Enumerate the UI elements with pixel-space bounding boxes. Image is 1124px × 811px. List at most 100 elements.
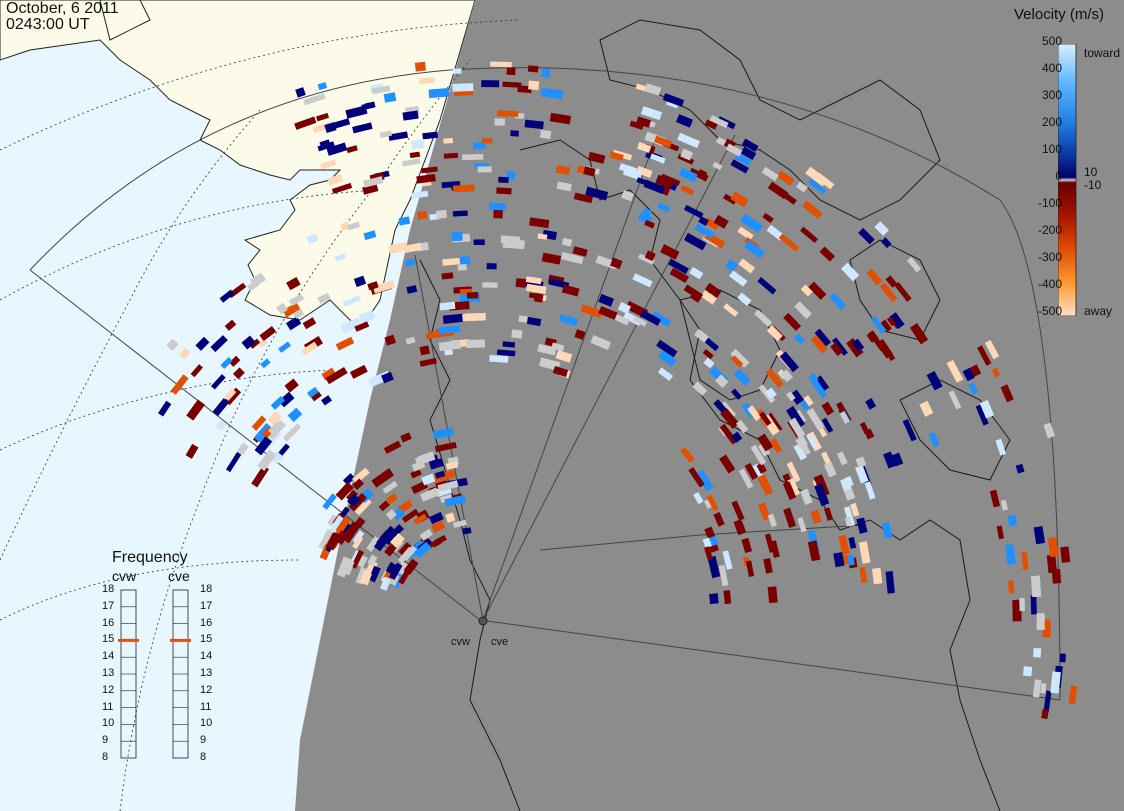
radar-label-cvw: cvw <box>451 636 470 648</box>
scatter-cell <box>388 131 409 141</box>
scatter-cell <box>811 378 828 399</box>
scatter-cell <box>452 210 468 217</box>
scatter-cell <box>452 68 462 74</box>
scatter-cell <box>190 364 203 378</box>
scatter-cell <box>445 512 456 523</box>
scatter-cell <box>651 311 672 327</box>
scatter-cell <box>420 166 438 174</box>
scatter-cell <box>984 339 1000 360</box>
scatter-cell <box>413 513 428 525</box>
scatter-cell <box>170 374 189 395</box>
scatter-cell <box>325 367 348 385</box>
scatter-cell <box>380 576 392 591</box>
scatter-cell <box>442 313 463 324</box>
vel-tick-500: 500 <box>1041 34 1062 48</box>
scatter-cell <box>346 145 358 154</box>
scatter-cell <box>738 468 754 489</box>
scatter-cell <box>389 573 400 586</box>
scatter-cell <box>529 217 550 229</box>
scatter-cell <box>846 554 855 566</box>
scatter-cell <box>431 520 446 533</box>
scatter-cell <box>325 532 341 551</box>
scatter-cell <box>443 152 459 159</box>
scatter-cell <box>785 405 806 429</box>
scatter-cell <box>723 193 737 205</box>
scatter-cell <box>334 530 349 545</box>
scatter-cell <box>808 373 819 384</box>
scatter-cell <box>502 240 512 249</box>
scatter-cell <box>1042 619 1051 638</box>
scatter-cell <box>346 489 358 502</box>
scatter-cell <box>282 423 302 442</box>
scatter-cell <box>367 281 379 291</box>
vel-side-toward: toward <box>1084 46 1121 60</box>
scatter-cell <box>996 525 1004 540</box>
scatter-cell <box>410 469 422 479</box>
scatter-cell <box>1043 422 1055 439</box>
scatter-cell <box>410 190 429 199</box>
scatter-cell <box>437 480 459 492</box>
scatter-cell <box>278 341 292 353</box>
scatter-cell <box>410 139 425 150</box>
scatter-cell <box>704 119 718 130</box>
velocity-legend: Velocity (m/s) 500 400 300 200 100 0 -10… <box>1010 4 1124 324</box>
scatter-cell <box>598 305 618 320</box>
scatter-cell <box>649 153 666 164</box>
vel-tick-m200: -200 <box>1037 223 1062 237</box>
scatter-cell <box>368 377 379 388</box>
scatter-cell <box>224 387 242 406</box>
scatter-cell <box>694 328 710 343</box>
scatter-cell <box>371 85 391 95</box>
scatter-cell <box>428 87 450 99</box>
scatter-cell <box>784 193 797 205</box>
scatter-cell <box>385 524 404 543</box>
scatter-cell <box>388 241 408 254</box>
scatter-cell <box>753 309 773 327</box>
scatter-cell <box>660 244 680 260</box>
scatter-cell <box>870 315 886 334</box>
scatter-cell <box>306 233 319 245</box>
scatter-cell <box>709 593 719 605</box>
scatter-cell <box>881 521 893 539</box>
scatter-cell <box>779 351 799 373</box>
scatter-cell <box>808 281 827 300</box>
frequency-scale-label-left: 9 <box>102 734 109 747</box>
scatter-cell <box>802 200 823 219</box>
scatter-cell <box>477 166 492 173</box>
scatter-cell <box>556 181 572 192</box>
scatter-cell <box>528 80 540 91</box>
scatter-cell <box>186 399 206 421</box>
scatter-cell <box>640 106 663 121</box>
scatter-cell <box>345 105 368 119</box>
scatter-cell <box>800 226 819 243</box>
scatter-cell <box>756 462 767 474</box>
scatter-cell <box>639 309 662 326</box>
scatter-cell <box>838 534 850 555</box>
scatter-cell <box>524 119 544 130</box>
scatter-cell <box>528 292 543 300</box>
scatter-cell <box>883 451 897 469</box>
scatter-cell <box>844 516 852 527</box>
scatter-cell <box>249 272 266 288</box>
vel-tick-400: 400 <box>1041 61 1062 75</box>
scatter-cell <box>719 423 738 445</box>
scatter-cell <box>158 400 172 417</box>
scatter-cell <box>502 341 516 348</box>
scatter-cell <box>490 61 512 68</box>
scatter-cell <box>555 350 573 363</box>
velocity-colorbar <box>1058 44 1077 316</box>
scatter-cell <box>498 176 509 184</box>
scatter-cell <box>782 481 797 500</box>
scatter-cell <box>735 419 749 434</box>
scatter-cell <box>211 374 226 390</box>
scatter-cell <box>354 516 366 529</box>
scatter-cell <box>326 142 348 156</box>
scatter-cell <box>439 493 453 504</box>
scatter-cell <box>874 221 889 236</box>
scatter-cell <box>1059 653 1066 663</box>
scatter-cell <box>767 181 789 200</box>
scatter-cell <box>1041 709 1049 720</box>
vel-tick-m300: -300 <box>1037 250 1062 264</box>
scatter-cell <box>302 317 317 330</box>
scatter-cell <box>384 334 396 346</box>
